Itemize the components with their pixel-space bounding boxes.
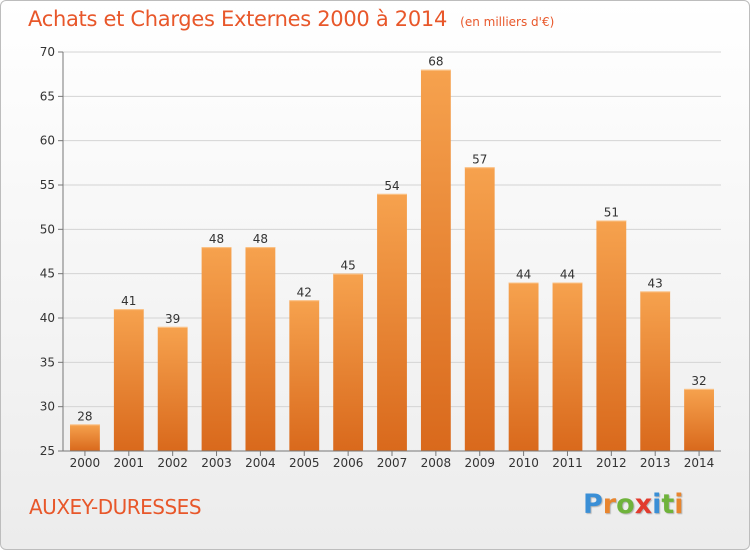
x-tick-label: 2002 (157, 456, 188, 470)
bar-2008 (420, 69, 451, 451)
bar-2004 (245, 247, 276, 451)
x-tick-label: 2012 (596, 456, 627, 470)
x-tick-label: 2008 (421, 456, 452, 470)
y-tick-label: 50 (40, 222, 55, 236)
bar-2003 (201, 247, 232, 451)
y-tick-label: 55 (40, 178, 55, 192)
bar-2010 (508, 282, 539, 451)
value-label: 54 (384, 179, 399, 193)
value-label: 48 (209, 232, 224, 246)
value-label: 28 (77, 409, 92, 423)
value-label: 44 (516, 268, 531, 282)
bar-2012 (596, 220, 627, 451)
brand-letter: x (634, 489, 653, 520)
x-tick-label: 2001 (114, 456, 145, 470)
brand-letter: i (674, 489, 684, 520)
value-label: 39 (165, 312, 180, 326)
value-label: 45 (340, 259, 355, 273)
brand-letter: o (616, 489, 635, 520)
chart-subtitle: (en milliers d'€) (460, 15, 555, 29)
commune-name: AUXEY-DURESSES (29, 495, 202, 519)
bar-2011 (552, 282, 583, 451)
value-label: 43 (648, 276, 663, 290)
brand-letter: r (602, 489, 617, 520)
bar-2007 (377, 193, 407, 451)
value-label: 68 (428, 55, 443, 69)
y-tick-label: 40 (40, 311, 55, 325)
x-tick-label: 2000 (70, 456, 101, 470)
bar-2002 (157, 326, 188, 451)
x-tick-label: 2009 (464, 456, 495, 470)
bar-2014 (684, 388, 714, 451)
bar-2006 (333, 273, 364, 451)
bar-2013 (640, 291, 671, 451)
y-tick-label: 60 (40, 134, 55, 148)
x-tick-label: 2003 (201, 456, 232, 470)
x-tick-label: 2013 (640, 456, 671, 470)
brand-letter: i (652, 489, 662, 520)
value-label: 51 (604, 205, 619, 219)
value-label: 57 (472, 152, 487, 166)
proxiti-logo: Proxiti (583, 489, 684, 520)
bar-2009 (464, 167, 495, 451)
y-tick-label: 65 (40, 89, 55, 103)
x-tick-label: 2005 (289, 456, 320, 470)
value-label: 32 (691, 374, 706, 388)
y-tick-label: 70 (40, 45, 55, 59)
x-tick-label: 2010 (508, 456, 539, 470)
x-tick-label: 2011 (552, 456, 583, 470)
value-label: 41 (121, 294, 136, 308)
x-tick-label: 2014 (684, 456, 715, 470)
chart-title: Achats et Charges Externes 2000 à 2014 (28, 7, 448, 31)
value-label: 44 (560, 268, 575, 282)
y-tick-label: 45 (40, 267, 55, 281)
bar-2000 (70, 424, 100, 451)
brand-letter: P (583, 489, 603, 520)
y-tick-label: 35 (40, 355, 55, 369)
value-label: 42 (297, 285, 312, 299)
bar-2005 (289, 300, 320, 451)
x-tick-label: 2007 (377, 456, 408, 470)
x-tick-label: 2006 (333, 456, 364, 470)
bar-2001 (113, 309, 144, 451)
brand-letter: t (661, 489, 675, 520)
title-row: Achats et Charges Externes 2000 à 2014 (… (28, 7, 554, 31)
y-tick-label: 30 (40, 400, 55, 414)
value-label: 48 (253, 232, 268, 246)
y-tick-label: 25 (40, 444, 55, 458)
x-tick-label: 2004 (245, 456, 276, 470)
